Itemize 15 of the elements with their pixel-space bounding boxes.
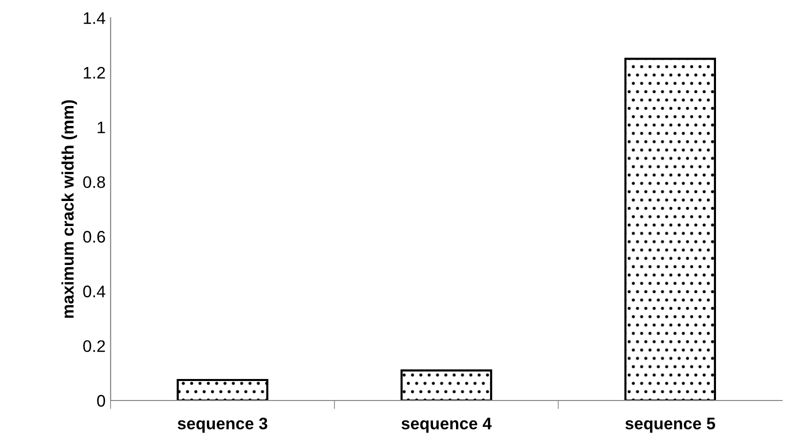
bar xyxy=(400,369,492,400)
y-tick-label: 1 xyxy=(98,122,105,134)
x-tick-label: sequence 3 xyxy=(178,418,268,433)
y-tick-label: 1.2 xyxy=(84,66,105,79)
x-tick-label: sequence 4 xyxy=(402,418,492,433)
y-tick-label: 0.8 xyxy=(83,176,106,188)
y-tick-label: 0.2 xyxy=(83,340,105,352)
y-tick-label: 1.4 xyxy=(84,12,106,24)
y-axis-title: maximum crack width (mm) xyxy=(61,100,78,318)
y-tick-label: 0.4 xyxy=(83,286,106,298)
bar xyxy=(176,378,268,400)
y-tick-label: 0.6 xyxy=(83,230,106,243)
y-tick-label: 0 xyxy=(97,394,106,407)
x-tick-label: sequence 5 xyxy=(625,418,716,433)
bar xyxy=(624,58,716,400)
